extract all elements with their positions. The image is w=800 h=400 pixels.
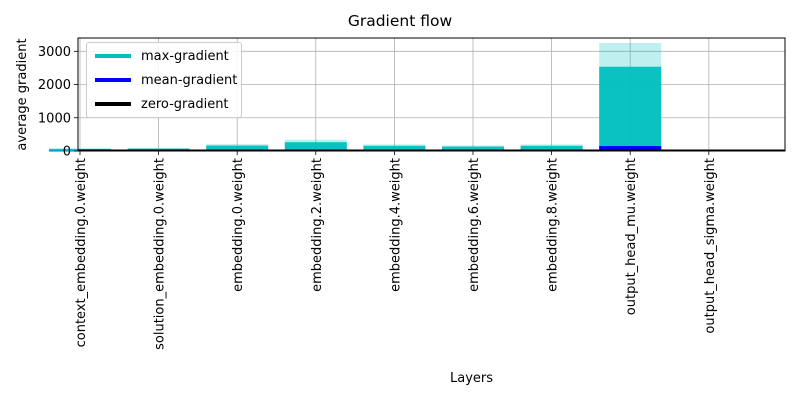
max-gradient-bar — [206, 145, 269, 151]
y-axis-label: average gradient — [15, 38, 30, 150]
y-tick-label: 1000 — [38, 111, 71, 126]
x-tick-label: embedding.6.weight — [467, 158, 482, 292]
chart-legend: max-gradient mean-gradient zero-gradient — [86, 42, 242, 118]
max-gradient-bar — [284, 142, 347, 151]
legend-label-max-gradient: max-gradient — [141, 48, 229, 64]
legend-swatch-max-gradient — [95, 54, 131, 58]
max-gradient-bar — [363, 145, 426, 151]
mean-gradient-bar — [599, 146, 662, 151]
legend-swatch-zero-gradient — [95, 102, 131, 106]
x-tick-label: embedding.4.weight — [388, 158, 403, 292]
max-gradient-bar — [599, 66, 662, 151]
x-tick-label: context_embedding.0.weight — [74, 158, 89, 347]
y-tick-label: 3000 — [38, 45, 71, 60]
x-tick-label: embedding.2.weight — [310, 158, 325, 292]
x-tick-label: output_head_sigma.weight — [703, 158, 718, 334]
x-axis-label: Layers — [450, 371, 493, 386]
legend-swatch-mean-gradient — [95, 78, 131, 82]
plot-frame — [77, 37, 786, 152]
max-gradient-bar — [442, 146, 504, 151]
legend-item-mean-gradient: mean-gradient — [95, 70, 237, 90]
y-tick-label: 2000 — [38, 78, 71, 93]
legend-item-zero-gradient: zero-gradient — [95, 94, 229, 114]
x-tick-label: output_head_mu.weight — [624, 158, 639, 315]
legend-label-mean-gradient: mean-gradient — [141, 72, 238, 88]
max-gradient-bar — [520, 145, 583, 151]
x-tick-label: solution_embedding.0.weight — [153, 158, 168, 350]
legend-label-zero-gradient: zero-gradient — [141, 96, 229, 112]
y-tick-label: 0 — [63, 145, 71, 160]
x-tick-label: embedding.8.weight — [546, 158, 561, 292]
chart-title: Gradient flow — [347, 12, 453, 30]
x-tick-label: embedding.0.weight — [231, 158, 246, 292]
legend-item-max-gradient: max-gradient — [95, 46, 229, 66]
